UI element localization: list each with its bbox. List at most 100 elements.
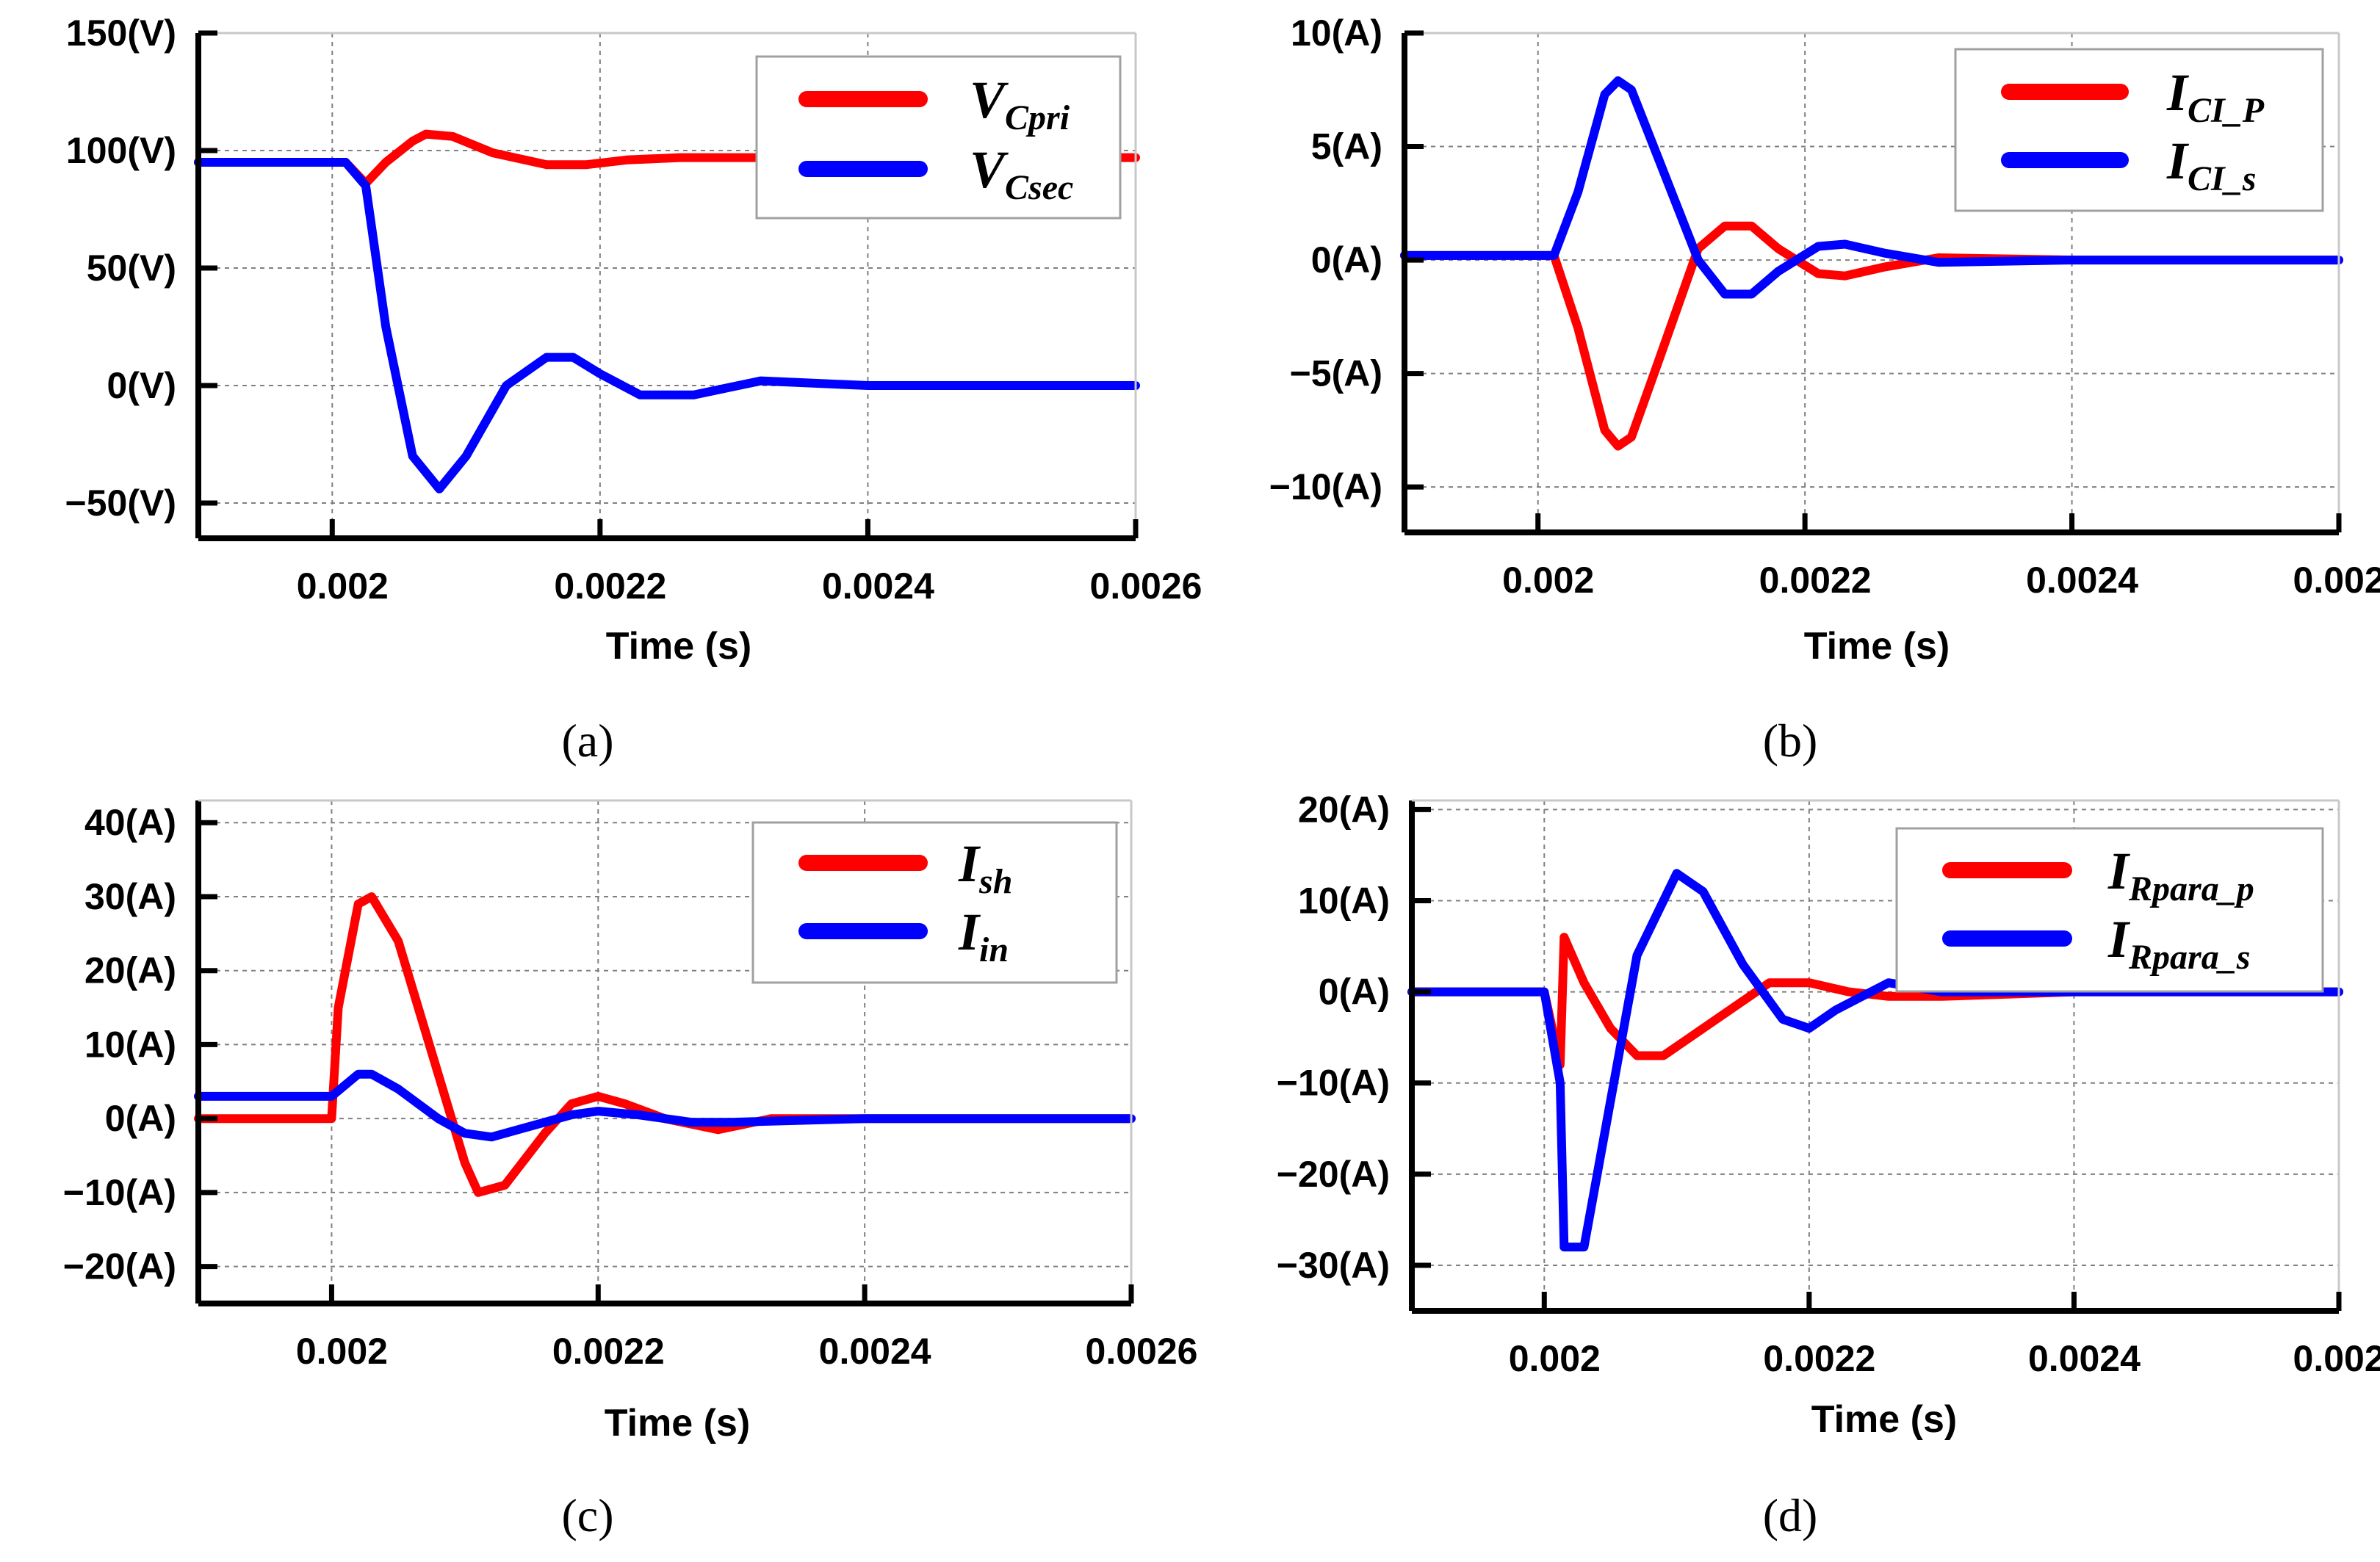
caption-c: (c)	[561, 1489, 613, 1541]
legend-symbol-blue-a: V	[970, 140, 1009, 199]
ytick-label-c-1: 30(A)	[84, 876, 176, 917]
series-group-b	[1400, 76, 2343, 451]
series-line-c-sh	[194, 892, 1136, 1197]
panel-c: 40(A) 30(A) 20(A) 10(A) 0(A) −10(A) −20(A) 0.0…	[63, 799, 1198, 1541]
ytick-label-d-1: 10(A)	[1298, 881, 1390, 922]
xtick-label-a-1: 0.0022	[554, 565, 666, 607]
xtick-label-c-2: 0.0024	[819, 1331, 931, 1372]
yticks-c: 40(A) 30(A) 20(A) 10(A) 0(A) −10(A) −20(A)	[63, 802, 217, 1287]
ytick-label-d-3: −10(A)	[1277, 1063, 1390, 1104]
ytick-label-d-0: 20(A)	[1298, 789, 1390, 830]
ytick-label-c-2: 20(A)	[84, 950, 176, 991]
xtick-label-a-3: 0.0026	[1090, 565, 1202, 607]
series-group-c	[194, 892, 1136, 1197]
xtick-label-b-3: 0.0026	[2293, 560, 2380, 601]
legend-box-c	[751, 821, 1118, 984]
legend-label-blue-c: Iin	[958, 903, 1009, 969]
axes-d	[1409, 799, 2340, 1314]
legend-symbol-blue-c: I	[958, 903, 981, 961]
series-line-c-in	[194, 1069, 1136, 1142]
series-line-a-csec	[194, 158, 1140, 493]
axes-b	[1402, 32, 2340, 535]
legend-c: Ish Iin	[751, 821, 1118, 984]
ytick-label-a-0: 150(V)	[66, 12, 176, 54]
ytick-label-c-3: 10(A)	[84, 1024, 176, 1065]
caption-a: (a)	[561, 715, 613, 767]
ytick-label-b-2: 0(A)	[1311, 239, 1382, 281]
ytick-label-b-0: 10(A)	[1291, 12, 1382, 54]
xtick-label-a-0: 0.002	[297, 565, 389, 607]
xtick-label-d-0: 0.002	[1509, 1338, 1601, 1379]
ytick-label-c-5: −10(A)	[63, 1172, 176, 1213]
legend-label-red-a: VCpri	[970, 70, 1070, 137]
xticks-b: 0.002 0.0022 0.0024 0.0026	[1502, 513, 2380, 601]
panel-a: 150(V)100(V)50(V)0(V)−50(V) 0.002 0.0022 0…	[65, 12, 1202, 767]
axes-c	[195, 799, 1133, 1306]
ytick-label-a-4: −50(V)	[65, 482, 176, 524]
ytick-label-b-3: −5(A)	[1290, 353, 1382, 394]
legend-box-a	[755, 55, 1122, 220]
legend-label-blue-a: VCsec	[970, 140, 1073, 207]
xtick-label-a-2: 0.0024	[822, 565, 934, 607]
legend-symbol-red-a: V	[970, 70, 1009, 129]
legend-label-red-d: IRpara_p	[2107, 842, 2254, 908]
caption-b: (b)	[1763, 715, 1818, 767]
x-axis-label-a: Time (s)	[606, 625, 751, 668]
xticks-d: 0.002 0.0022 0.0024 0.0026	[1509, 1292, 2380, 1379]
legend-subscript-red-b: CI_P	[2188, 91, 2265, 130]
series-line-a-cpri	[194, 129, 1140, 188]
legend-label-red-b: ICI_P	[2166, 63, 2265, 130]
ytick-label-a-3: 0(V)	[107, 365, 176, 406]
legend-subscript-red-a: Cpri	[1005, 98, 1070, 137]
xticks-a: 0.002 0.0022 0.0024 0.0026	[297, 519, 1202, 607]
legend-symbol-red-d: I	[2107, 842, 2131, 900]
ytick-label-b-1: 5(A)	[1311, 126, 1382, 167]
yticks-a: 150(V) 100(V) 50(V) 0(V) −50(V)	[65, 12, 217, 524]
yticks-b: 10(A) 5(A) 0(A) −5(A) −10(A)	[1269, 12, 1424, 507]
axes-a	[195, 32, 1137, 541]
ytick-label-a-1: 100(V)	[66, 130, 176, 171]
legend-symbol-red-b: I	[2166, 63, 2190, 122]
yticks-d: 20(A) 10(A) 0(A) −10(A) −20(A) −30(A)	[1277, 789, 1431, 1286]
ytick-label-a-2: 50(V)	[87, 247, 176, 289]
x-axis-label-b: Time (s)	[1804, 625, 1950, 668]
legend-label-blue-b: ICI_s	[2166, 131, 2256, 198]
xtick-label-b-0: 0.002	[1502, 560, 1594, 601]
legend-subscript-blue-b: CI_s	[2188, 159, 2256, 198]
legend-box-b	[1954, 48, 2324, 212]
legend-symbol-blue-b: I	[2166, 131, 2190, 190]
ytick-label-c-6: −20(A)	[63, 1246, 176, 1287]
legend-label-red-c: Ish	[958, 834, 1012, 901]
series-line-d-rpara-p	[1407, 933, 2343, 1069]
legend-subscript-blue-d: Rpara_s	[2128, 938, 2250, 977]
legend-box-d	[1895, 827, 2324, 993]
xtick-label-b-2: 0.0024	[2026, 560, 2138, 601]
panel-d: 20(A)10(A)0(A)−10(A)−20(A)−30(A) 0.002 0.…	[1277, 789, 2380, 1541]
series-line-b-ci-p	[1400, 221, 2343, 451]
ytick-label-c-0: 40(A)	[84, 802, 176, 843]
xticks-c: 0.002 0.0022 0.0024 0.0026	[296, 1284, 1198, 1372]
x-axis-label-d: Time (s)	[1811, 1398, 1957, 1441]
caption-d: (d)	[1763, 1489, 1818, 1541]
ytick-label-b-4: −10(A)	[1269, 466, 1382, 507]
legend-d: IRpara_p IRpara_s	[1895, 827, 2324, 993]
legend-subscript-red-c: sh	[978, 862, 1012, 901]
legend-subscript-blue-c: in	[979, 930, 1009, 969]
series-line-b-ci-s	[1400, 76, 2343, 299]
panel-b: 10(A)5(A)0(A)−5(A)−10(A) 0.002 0.0022 0.00…	[1269, 12, 2380, 767]
xtick-label-d-3: 0.0026	[2293, 1338, 2380, 1379]
xtick-label-b-1: 0.0022	[1759, 560, 1872, 601]
legend-label-blue-d: IRpara_s	[2107, 910, 2250, 977]
legend-a: VCpri VCsec	[755, 55, 1122, 220]
legend-subscript-red-d: Rpara_p	[2128, 869, 2254, 908]
ytick-label-d-5: −30(A)	[1277, 1245, 1390, 1286]
xtick-label-c-3: 0.0026	[1086, 1331, 1198, 1372]
xtick-label-c-0: 0.002	[296, 1331, 388, 1372]
ytick-label-d-4: −20(A)	[1277, 1154, 1390, 1195]
xtick-label-d-1: 0.0022	[1763, 1338, 1875, 1379]
ytick-label-c-4: 0(A)	[105, 1098, 176, 1139]
legend-symbol-blue-d: I	[2107, 910, 2131, 969]
xtick-label-d-2: 0.0024	[2028, 1338, 2141, 1379]
legend-b: ICI_P ICI_s	[1954, 48, 2324, 212]
